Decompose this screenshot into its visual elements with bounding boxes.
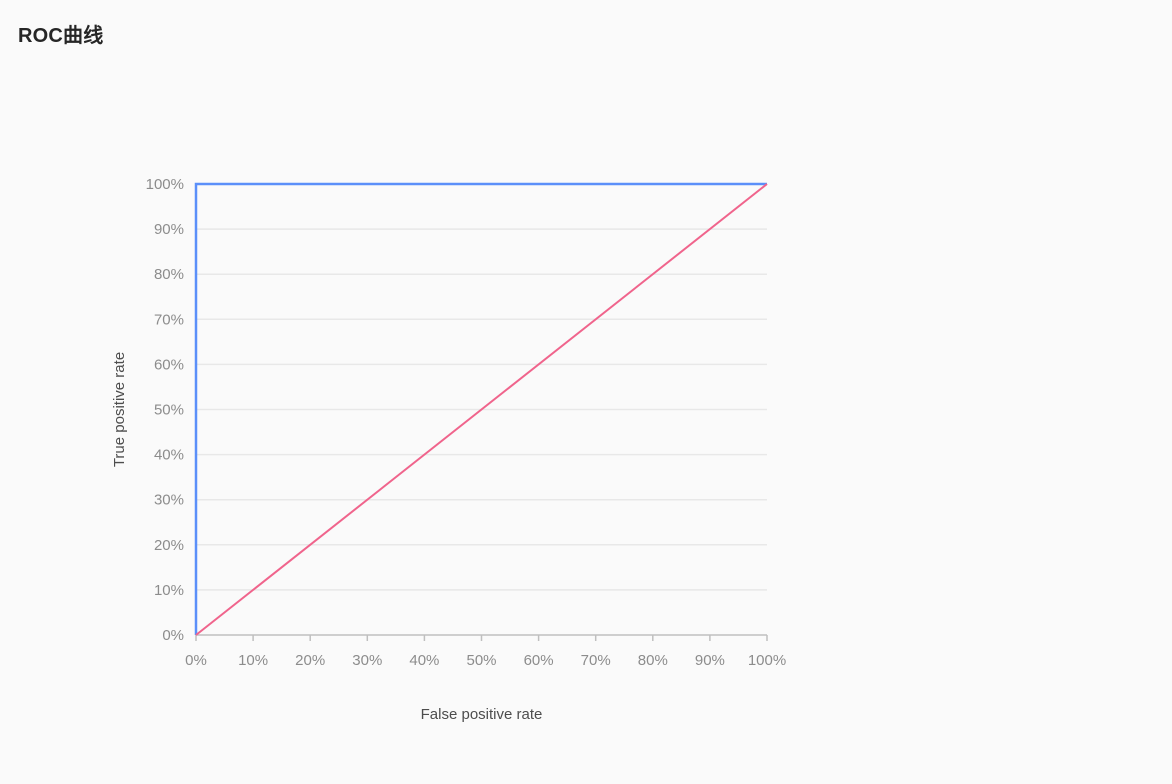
- axes: [195, 634, 768, 641]
- x-tick-label: 60%: [524, 652, 554, 669]
- x-tick-label: 100%: [748, 652, 786, 669]
- baseline-diagonal-line: [195, 183, 768, 636]
- y-tick-label: 80%: [154, 266, 184, 283]
- x-tick-label: 40%: [409, 652, 439, 669]
- y-tick-label: 100%: [146, 176, 184, 193]
- x-tick-label: 50%: [466, 652, 496, 669]
- y-tick-label: 50%: [154, 402, 184, 419]
- y-tick-label: 70%: [154, 311, 184, 328]
- x-tick-label: 80%: [638, 652, 668, 669]
- x-tick-label: 10%: [238, 652, 268, 669]
- x-tick-label: 30%: [352, 652, 382, 669]
- y-tick-label: 40%: [154, 447, 184, 464]
- y-axis-title: True positive rate: [111, 352, 128, 467]
- roc-curve-line: [194, 182, 767, 635]
- x-tick-label: 20%: [295, 652, 325, 669]
- y-tick-label: 10%: [154, 582, 184, 599]
- y-tick-label: 90%: [154, 221, 184, 238]
- x-tick-label: 70%: [581, 652, 611, 669]
- y-tick-label: 0%: [162, 627, 184, 644]
- y-tick-label: 20%: [154, 537, 184, 554]
- y-tick-label: 30%: [154, 492, 184, 509]
- tick-labels: 0% 10% 20% 30% 40% 50% 60% 70% 80% 90% 100% 0% 10% 20…: [146, 176, 787, 669]
- x-tick-label: 0%: [185, 652, 207, 669]
- x-tick-label: 90%: [695, 652, 725, 669]
- y-tick-label: 60%: [154, 356, 184, 373]
- series-lines: [194, 182, 768, 636]
- x-axis-title: False positive rate: [421, 706, 543, 723]
- page-title: ROC曲线: [18, 25, 104, 47]
- grid-lines: [196, 183, 767, 591]
